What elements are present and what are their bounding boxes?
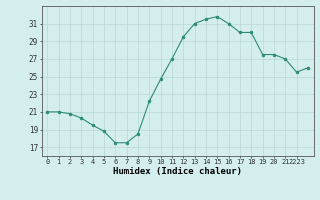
X-axis label: Humidex (Indice chaleur): Humidex (Indice chaleur): [113, 167, 242, 176]
